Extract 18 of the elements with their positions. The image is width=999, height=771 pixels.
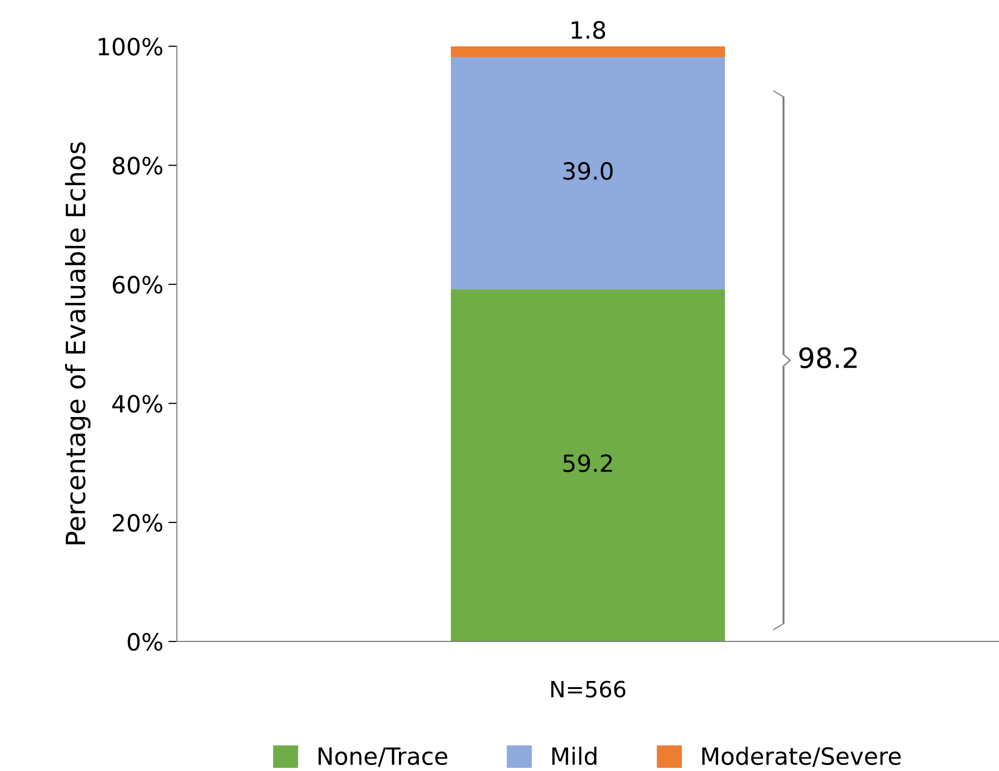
y-tick-label: 20% (112, 514, 162, 532)
legend-label: Moderate/Severe (702, 746, 901, 767)
text: 39.0 (563, 162, 613, 180)
bar (450, 46, 725, 57)
y-tick-label: 100% (98, 38, 162, 56)
text: 59.2 (563, 454, 612, 472)
x-tick-label: N=566 (551, 680, 626, 698)
y-tick-label: 80% (112, 156, 162, 175)
y-axis-title: Percentage of Evaluable Echos (65, 142, 91, 544)
y-tick-label: 0% (128, 632, 162, 651)
legend-label: None/Trace (318, 747, 448, 767)
legend-label: Mild (552, 746, 596, 766)
annotation: 98.2 (799, 347, 857, 368)
bar (450, 289, 725, 642)
y-tick-label: 40% (112, 394, 162, 413)
bar (450, 56, 725, 290)
text: 1.8 (572, 21, 606, 39)
y-tick-label: 60% (112, 276, 162, 294)
